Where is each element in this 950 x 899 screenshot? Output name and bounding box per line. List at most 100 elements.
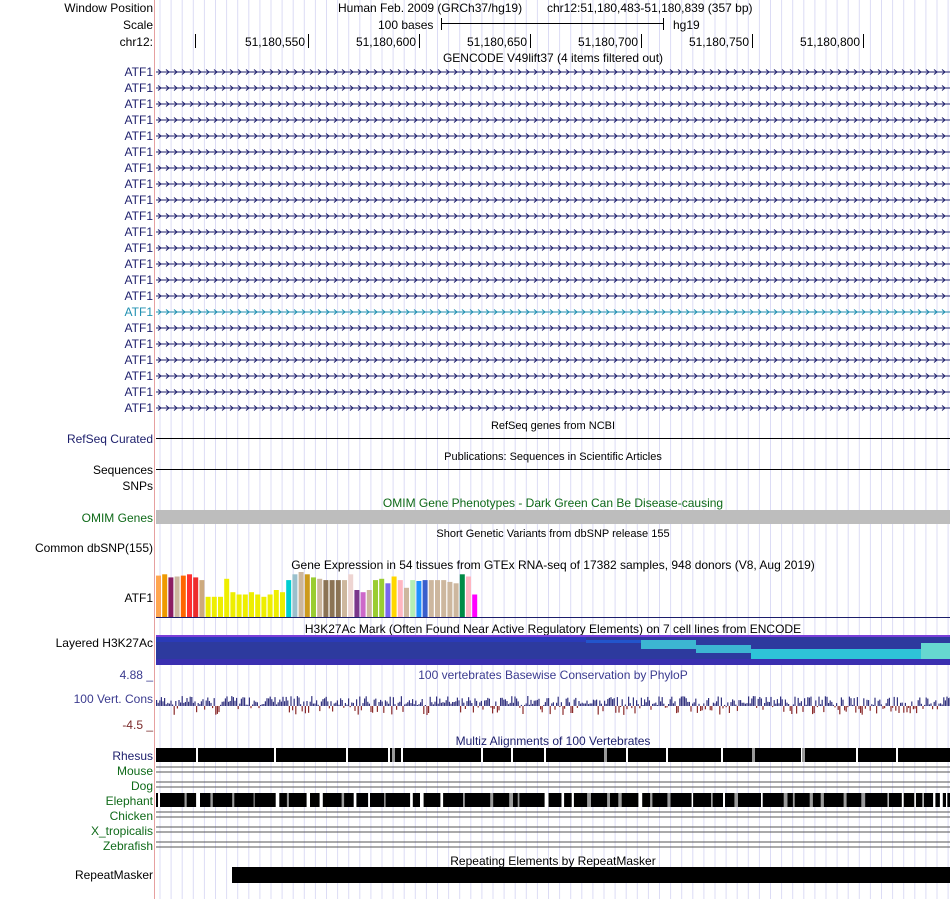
cons-bar	[492, 706, 494, 714]
cons-bar	[847, 706, 849, 708]
gtex-bar	[391, 576, 397, 617]
cons-bar	[511, 696, 513, 706]
gencode-transcript	[156, 245, 950, 251]
cons-bar	[420, 702, 422, 706]
conservation-track[interactable]	[156, 684, 950, 734]
gencode-item-label[interactable]: ATF1	[124, 81, 153, 95]
cons-bar	[751, 698, 753, 706]
cons-bar	[272, 701, 274, 706]
cons-bar	[426, 706, 428, 715]
cons-bar	[648, 700, 650, 706]
gencode-item-label[interactable]: ATF1	[124, 113, 153, 127]
multiz-gap	[809, 793, 813, 807]
gencode-item-label[interactable]: ATF1	[124, 97, 153, 111]
publications-label[interactable]: Sequences	[92, 463, 153, 477]
gencode-item-label[interactable]: ATF1	[124, 353, 153, 367]
cons-bar	[743, 702, 745, 706]
gencode-item-label[interactable]: ATF1	[124, 273, 153, 287]
omim-label[interactable]: OMIM Genes	[81, 511, 153, 525]
gencode-item-label[interactable]: ATF1	[124, 305, 153, 319]
omim-bar[interactable]	[156, 510, 950, 524]
refseq-label[interactable]: RefSeq Curated	[66, 432, 153, 446]
gencode-item-label[interactable]: ATF1	[124, 129, 153, 143]
multiz-species-label[interactable]: Chicken	[109, 809, 153, 823]
multiz-gap	[802, 748, 805, 762]
h3k27ac-label[interactable]: Layered H3K27Ac	[55, 636, 153, 650]
cons-bar	[620, 706, 622, 707]
multiz-gap	[604, 748, 607, 762]
multiz-species-label[interactable]: Elephant	[105, 794, 153, 808]
cons-bar	[632, 697, 634, 706]
cons-bar	[749, 703, 751, 706]
cons-bar	[930, 703, 932, 706]
cons-bar	[452, 702, 454, 706]
gencode-item-label[interactable]: ATF1	[124, 65, 153, 79]
dbsnp-label[interactable]: Common dbSNP(155)	[34, 541, 153, 555]
gencode-item-label[interactable]: ATF1	[124, 177, 153, 191]
gencode-item-label[interactable]: ATF1	[124, 193, 153, 207]
multiz-species-label[interactable]: Rhesus	[112, 749, 153, 763]
multiz-species-label[interactable]: Dog	[130, 779, 153, 793]
cons-bar	[783, 706, 785, 712]
gencode-item-label[interactable]: ATF1	[124, 225, 153, 239]
gencode-item-label[interactable]: ATF1	[124, 145, 153, 159]
cons-bar	[703, 703, 705, 706]
multiz-gap	[626, 748, 628, 762]
gtex-label[interactable]: ATF1	[124, 591, 153, 605]
cons-bar	[624, 704, 626, 706]
cons-bar	[506, 701, 508, 706]
cons-bar	[784, 699, 786, 706]
gtex-bar	[453, 583, 459, 618]
cons-bar	[268, 698, 270, 706]
multiz-species-label[interactable]: Zebrafish	[102, 839, 153, 853]
cons-bar	[282, 696, 284, 706]
cons-bar	[162, 701, 164, 706]
gencode-item-label[interactable]: ATF1	[124, 385, 153, 399]
gencode-item-label[interactable]: ATF1	[124, 209, 153, 223]
cons-bar	[172, 704, 174, 706]
ruler-tick-label: 51,180,750	[688, 35, 749, 49]
gtex-bar	[286, 580, 292, 617]
multiz-gap	[275, 793, 280, 807]
gencode-item-label[interactable]: ATF1	[124, 401, 153, 415]
cons-bar	[941, 704, 943, 706]
gencode-item-label[interactable]: ATF1	[124, 337, 153, 351]
gtex-chart[interactable]	[156, 572, 556, 618]
gencode-item-label[interactable]: ATF1	[124, 289, 153, 303]
h3k-layer	[156, 637, 586, 642]
cons-bar	[431, 702, 433, 706]
cons-bar	[348, 698, 350, 706]
cons-bar	[455, 701, 457, 706]
gencode-item-label[interactable]: ATF1	[124, 241, 153, 255]
h3k27ac-track[interactable]	[156, 635, 950, 665]
cons-bar	[399, 701, 401, 706]
cons-bar	[460, 706, 462, 713]
cons-bar	[485, 700, 487, 706]
repeatmasker-label[interactable]: RepeatMasker	[74, 868, 153, 882]
repeatmasker-bar[interactable]	[232, 867, 950, 883]
cons-bar	[788, 704, 790, 706]
gencode-item-label[interactable]: ATF1	[124, 257, 153, 271]
cons-bar	[360, 706, 362, 711]
gencode-item-label[interactable]: ATF1	[124, 161, 153, 175]
cons-bar	[186, 698, 188, 706]
multiz-species-label[interactable]: X_tropicalis	[90, 824, 153, 838]
cons-bar	[592, 699, 594, 706]
multiz-track[interactable]	[156, 747, 950, 852]
cons-bar	[687, 701, 689, 706]
ruler-tick	[752, 34, 753, 48]
cons-bar	[380, 699, 382, 706]
cons-bar	[668, 704, 670, 706]
cons-bar	[679, 698, 681, 706]
cons-bar	[236, 697, 238, 706]
snps-label[interactable]: SNPs	[122, 479, 153, 493]
cons-bar	[724, 704, 726, 706]
cons-bar	[924, 704, 926, 706]
gencode-item-label[interactable]: ATF1	[124, 369, 153, 383]
gencode-track[interactable]	[156, 64, 950, 416]
multiz-species-label[interactable]: Mouse	[116, 764, 153, 778]
cons-bar	[284, 701, 286, 706]
gencode-item-label[interactable]: ATF1	[124, 321, 153, 335]
conservation-label[interactable]: 100 Vert. Cons	[73, 692, 153, 706]
cons-bar	[421, 699, 423, 706]
